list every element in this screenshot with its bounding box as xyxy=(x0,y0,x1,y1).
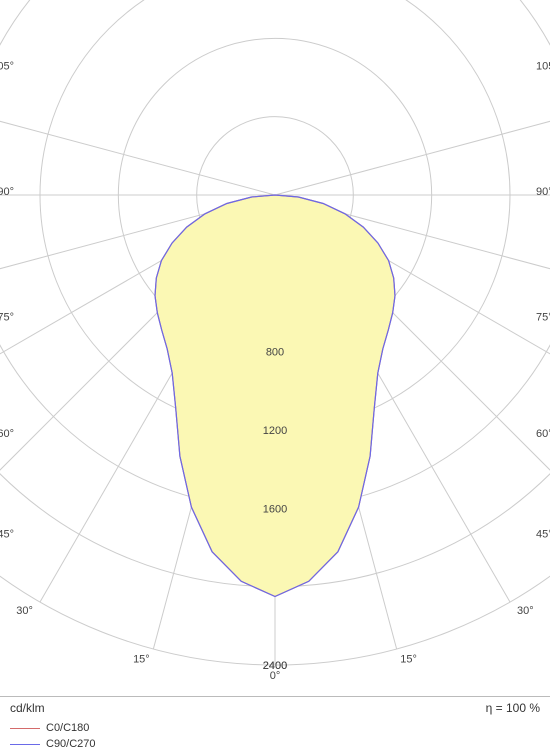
angle-label: 105° xyxy=(0,61,14,73)
polar-chart-container: 0°15°15°30°30°45°45°60°60°75°75°90°90°10… xyxy=(0,0,550,750)
distribution-fill xyxy=(155,195,395,597)
legend: C0/C180 C90/C270 xyxy=(10,718,96,750)
legend-label: C90/C270 xyxy=(46,738,96,750)
angle-label: 60° xyxy=(0,428,14,440)
legend-swatch xyxy=(10,744,40,745)
grid-spoke xyxy=(0,73,275,195)
radial-label: 1600 xyxy=(263,503,287,515)
legend-swatch xyxy=(10,728,40,729)
angle-label: 45° xyxy=(536,528,550,540)
angle-label: 75° xyxy=(0,311,14,323)
legend-item: C90/C270 xyxy=(10,738,96,750)
polar-chart-svg: 0°15°15°30°30°45°45°60°60°75°75°90°90°10… xyxy=(0,0,550,700)
angle-label: 60° xyxy=(536,428,550,440)
footer-left-label: cd/klm xyxy=(10,701,45,715)
radial-label: 2400 xyxy=(263,660,287,672)
angle-label: 15° xyxy=(400,654,417,666)
angle-label: 90° xyxy=(0,186,14,198)
footer-right-label: η = 100 % xyxy=(486,701,540,715)
angle-label: 90° xyxy=(536,186,550,198)
grid-spoke xyxy=(275,73,550,195)
angle-label: 30° xyxy=(517,605,534,617)
angle-label: 15° xyxy=(133,654,150,666)
legend-item: C0/C180 xyxy=(10,722,96,734)
angle-label: 30° xyxy=(16,605,33,617)
radial-label: 800 xyxy=(266,347,284,359)
legend-label: C0/C180 xyxy=(46,722,89,734)
angle-label: 75° xyxy=(536,311,550,323)
angle-label: 105° xyxy=(536,61,550,73)
radial-label: 1200 xyxy=(263,425,287,437)
angle-label: 45° xyxy=(0,528,14,540)
